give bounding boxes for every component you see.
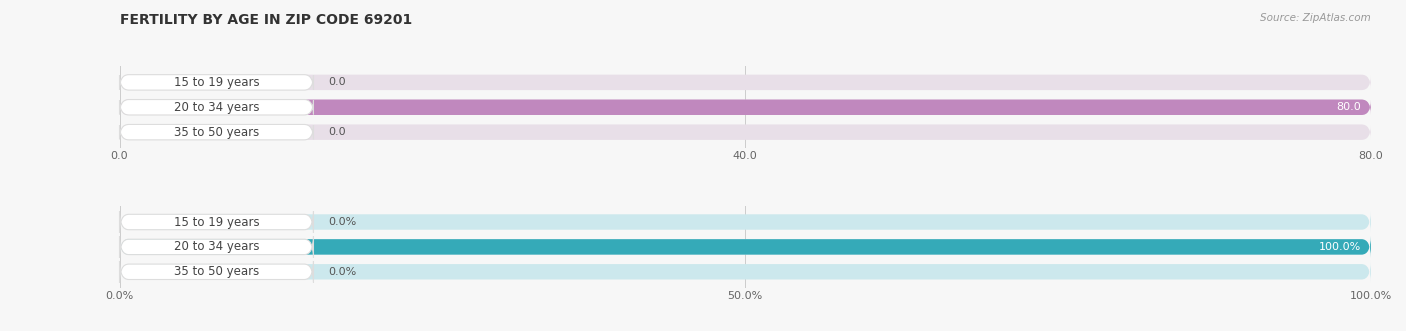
Text: 0.0: 0.0 — [329, 127, 346, 137]
FancyBboxPatch shape — [120, 100, 314, 115]
Text: FERTILITY BY AGE IN ZIP CODE 69201: FERTILITY BY AGE IN ZIP CODE 69201 — [120, 13, 412, 27]
FancyBboxPatch shape — [120, 211, 1371, 233]
Text: 15 to 19 years: 15 to 19 years — [174, 76, 259, 89]
Text: 100.0%: 100.0% — [1319, 242, 1361, 252]
Text: 15 to 19 years: 15 to 19 years — [174, 215, 259, 228]
FancyBboxPatch shape — [120, 75, 1371, 90]
FancyBboxPatch shape — [120, 124, 1371, 140]
FancyBboxPatch shape — [120, 261, 314, 283]
Text: 0.0: 0.0 — [329, 77, 346, 87]
Text: 0.0%: 0.0% — [329, 267, 357, 277]
Text: 20 to 34 years: 20 to 34 years — [174, 240, 259, 254]
FancyBboxPatch shape — [120, 261, 1371, 283]
FancyBboxPatch shape — [120, 100, 1371, 115]
FancyBboxPatch shape — [120, 236, 1371, 258]
FancyBboxPatch shape — [120, 75, 314, 90]
FancyBboxPatch shape — [120, 236, 314, 258]
FancyBboxPatch shape — [120, 124, 314, 140]
Text: 35 to 50 years: 35 to 50 years — [174, 265, 259, 278]
Text: 0.0%: 0.0% — [329, 217, 357, 227]
FancyBboxPatch shape — [120, 100, 1371, 115]
FancyBboxPatch shape — [120, 211, 314, 233]
Text: Source: ZipAtlas.com: Source: ZipAtlas.com — [1260, 13, 1371, 23]
Text: 80.0: 80.0 — [1336, 102, 1361, 112]
Text: 35 to 50 years: 35 to 50 years — [174, 126, 259, 139]
Text: 20 to 34 years: 20 to 34 years — [174, 101, 259, 114]
FancyBboxPatch shape — [120, 236, 1371, 258]
